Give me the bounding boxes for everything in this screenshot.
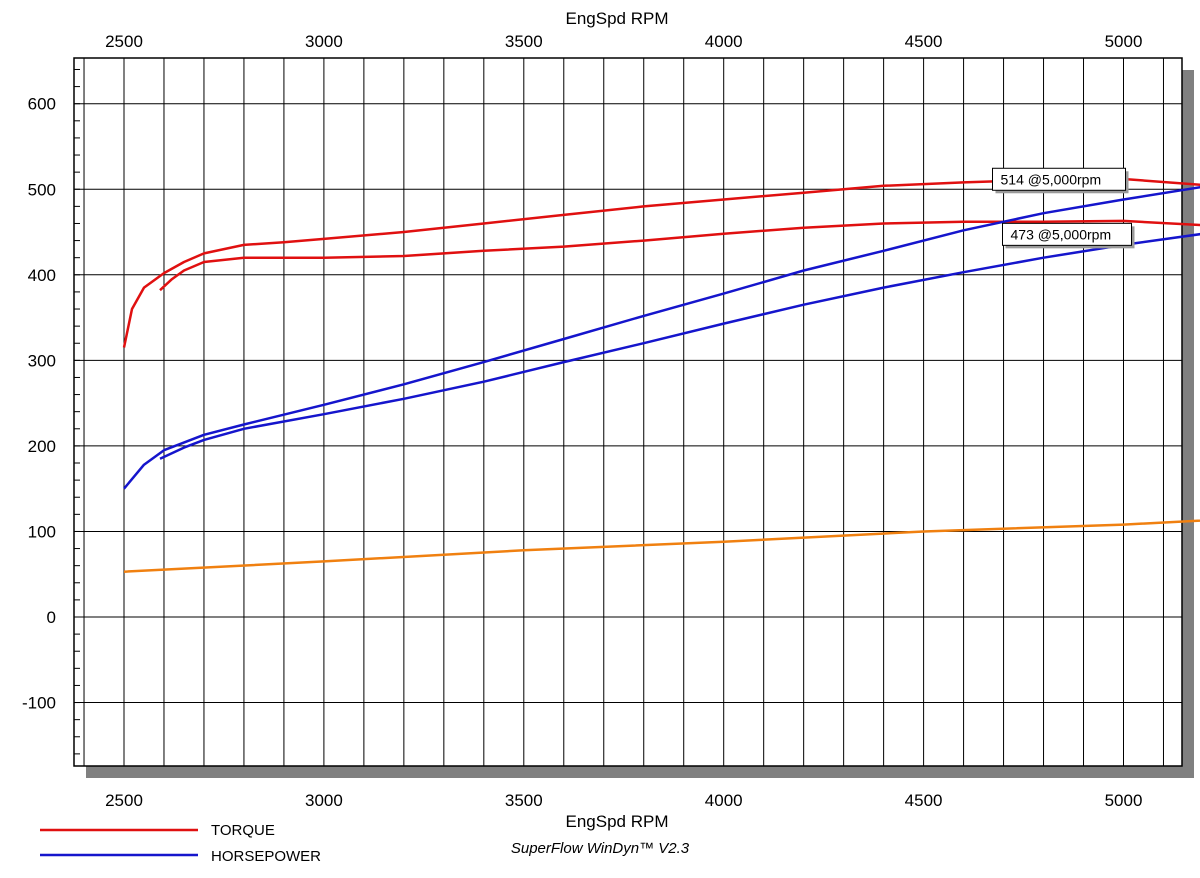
callout-box [1002,222,1132,246]
callout-label: 514 @5,000rpm [1001,171,1102,187]
callout: 473 @5,000rpm [1002,222,1135,249]
x-axis-title-bottom: EngSpd RPM [566,812,669,831]
x-tick-labels-bottom: 2500300035004000450050005500600065007000… [105,791,1143,810]
plot-area [73,57,1183,767]
callout-box [992,167,1126,191]
x-tick-label-top: 3000 [305,32,343,51]
x-tick-label-bottom: 3000 [305,791,343,810]
series-line-horsepower [123,185,1200,490]
x-tick-label-top: 4500 [905,32,943,51]
x-tick-label-bottom: 3500 [505,791,543,810]
y-tick-label: 100 [28,522,56,541]
x-tick-label-top: 4000 [705,32,743,51]
legend-label-torque: TORQUE [211,822,275,839]
x-tick-label-top: 2500 [105,32,143,51]
x-tick-label-top: 3500 [505,32,543,51]
y-tick-label: 500 [28,180,56,199]
x-tick-label-top: 5000 [1105,32,1143,51]
x-tick-label-bottom: 2500 [105,791,143,810]
y-tick-label: 200 [28,437,56,456]
callout-label: 473 @5,000rpm [1011,226,1112,242]
y-tick-label: 400 [28,266,56,285]
series-line-torque [159,219,1200,292]
x-axis-title-top: EngSpd RPM [566,9,669,28]
x-tick-label-bottom: 5000 [1105,791,1143,810]
x-tick-label-bottom: 4000 [705,791,743,810]
software-credit: SuperFlow WinDyn™ V2.3 [511,840,690,857]
y-tick-label: 300 [28,351,56,370]
series-line-unlabeled [123,519,1200,573]
y-tick-labels: 600 500 400 300 200 100 0 -100 [22,95,56,713]
series-line-horsepower [159,232,1200,460]
y-tick-label: 0 [47,608,56,627]
legend: TORQUE HORSEPOWER [40,822,321,865]
y-tick-label: -100 [22,694,56,713]
legend-label-horsepower: HORSEPOWER [211,848,321,865]
x-tick-label-bottom: 4500 [905,791,943,810]
y-tick-label: 600 [28,95,56,114]
callout: 514 @5,000rpm [992,167,1129,194]
x-tick-labels-top: 2500300035004000450050005500600065007000… [105,32,1143,51]
minor-ticks [74,68,80,755]
